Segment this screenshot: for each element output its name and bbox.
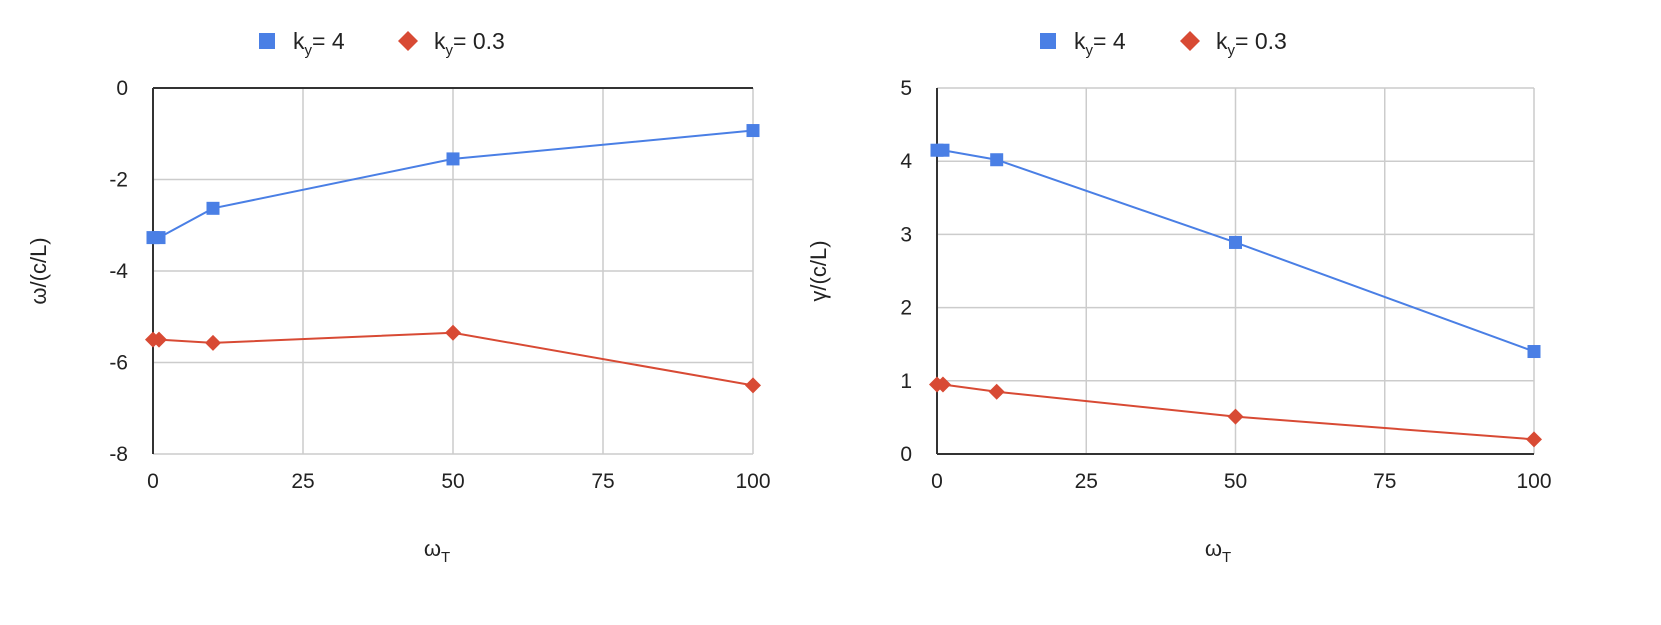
x-axis-title: ωT bbox=[1205, 536, 1231, 566]
legend-label-base: k bbox=[1216, 28, 1228, 54]
data-point-square bbox=[990, 153, 1004, 167]
legend-label-base: k bbox=[293, 28, 305, 54]
x-tick-label: 25 bbox=[291, 470, 314, 493]
legend-marker-square bbox=[1040, 33, 1056, 49]
x-axis-title: ωT bbox=[424, 536, 450, 566]
x-tick-label: 50 bbox=[1224, 470, 1247, 493]
y-tick-label: -8 bbox=[109, 443, 128, 466]
data-point-diamond bbox=[745, 377, 761, 394]
x-tick-label: 100 bbox=[735, 470, 770, 493]
data-point-diamond bbox=[988, 383, 1005, 400]
legend-label-sub: y bbox=[305, 42, 313, 59]
data-point-square bbox=[746, 124, 760, 138]
data-point-square bbox=[152, 231, 166, 245]
legend-label: ky= 4 bbox=[1074, 28, 1126, 59]
data-point-diamond bbox=[934, 376, 951, 393]
legend-label-rest: = 0.3 bbox=[453, 28, 505, 54]
x-tick-label: 75 bbox=[591, 470, 614, 493]
y-tick-label: -2 bbox=[109, 169, 128, 192]
legend-label: ky= 0.3 bbox=[1216, 28, 1287, 59]
x-tick-label: 100 bbox=[1516, 470, 1551, 493]
data-point-square bbox=[936, 143, 950, 157]
y-tick-label: 2 bbox=[900, 297, 912, 320]
y-axis-title: γ/(c/L) bbox=[806, 240, 831, 301]
legend-label-rest: = 4 bbox=[1093, 28, 1126, 54]
y-tick-label: -6 bbox=[109, 352, 128, 375]
x-tick-label: 75 bbox=[1373, 470, 1396, 493]
y-tick-label: 0 bbox=[900, 443, 912, 466]
x-tick-label: 50 bbox=[441, 470, 464, 493]
legend-label-rest: = 0.3 bbox=[1235, 28, 1287, 54]
data-point-diamond bbox=[1526, 431, 1542, 448]
y-tick-label: 4 bbox=[900, 150, 912, 173]
data-point-diamond bbox=[151, 331, 167, 348]
data-point-square bbox=[1527, 345, 1541, 359]
y-axis-title: ω/(c/L) bbox=[26, 237, 51, 304]
data-point-diamond bbox=[1227, 408, 1244, 425]
y-tick-label: 0 bbox=[116, 77, 128, 100]
data-point-diamond bbox=[205, 334, 221, 351]
x-axis-title-base: ω bbox=[1205, 536, 1222, 561]
y-tick-label: 1 bbox=[900, 370, 912, 393]
y-tick-label: 5 bbox=[900, 77, 912, 100]
legend-label-base: k bbox=[1074, 28, 1086, 54]
data-point-square bbox=[206, 201, 220, 215]
y-tick-label: -4 bbox=[109, 260, 128, 283]
x-tick-label: 0 bbox=[147, 470, 159, 493]
x-tick-label: 25 bbox=[1075, 470, 1098, 493]
legend-marker-diamond bbox=[1180, 31, 1200, 51]
y-tick-label: 3 bbox=[900, 223, 912, 246]
data-point-square bbox=[1229, 235, 1242, 249]
legend-label-sub: y bbox=[446, 42, 454, 59]
legend-marker-diamond bbox=[398, 31, 418, 51]
x-axis-title-sub: T bbox=[1222, 549, 1231, 566]
x-axis-title-sub: T bbox=[441, 549, 450, 566]
legend-label: ky= 0.3 bbox=[434, 28, 505, 59]
data-point-square bbox=[446, 152, 460, 166]
legend-label-sub: y bbox=[1228, 42, 1236, 59]
x-tick-label: 0 bbox=[931, 470, 943, 493]
legend-label-base: k bbox=[434, 28, 446, 54]
data-point-diamond bbox=[445, 324, 461, 341]
legend-label-sub: y bbox=[1086, 42, 1094, 59]
x-axis-title-base: ω bbox=[424, 536, 441, 561]
legend-marker-square bbox=[259, 33, 275, 49]
legend-label-rest: = 4 bbox=[312, 28, 345, 54]
legend-label: ky= 4 bbox=[293, 28, 345, 59]
